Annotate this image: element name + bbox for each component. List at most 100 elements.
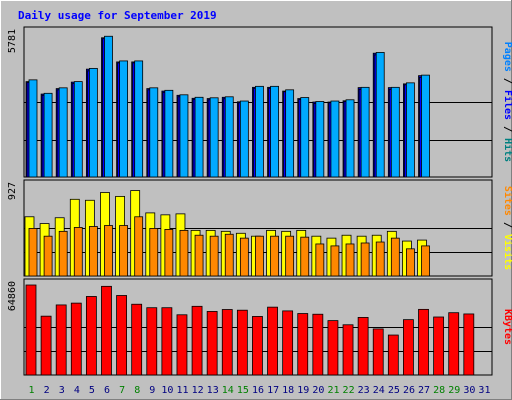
pages-bar — [73, 81, 83, 178]
sites-bar — [360, 242, 370, 277]
pages-bar — [239, 100, 249, 178]
sites-bar — [119, 225, 128, 277]
kbytes-bar — [101, 285, 112, 376]
pages-bar — [285, 89, 295, 178]
visits-max-label: 927 — [7, 182, 18, 200]
kbytes-bar — [146, 307, 158, 376]
sites-bar — [255, 235, 264, 277]
kbytes-bar — [312, 313, 324, 376]
x-tick-label: 22 — [343, 385, 355, 396]
legend-entry-kbytes: KBytes — [502, 309, 512, 345]
kbytes-bar — [176, 314, 188, 376]
x-tick-label: 13 — [207, 385, 219, 396]
hits-legend: Pages / Files / Hits — [502, 42, 512, 162]
kbytes-bar — [357, 317, 369, 376]
pages-bar — [43, 92, 53, 178]
legend-entry-files: Files — [502, 90, 512, 120]
kbytes-bar — [403, 319, 414, 376]
hits-max-label: 5781 — [7, 29, 18, 53]
visits-legend: Sites / Visits — [502, 186, 512, 270]
sites-bar — [300, 236, 310, 277]
x-tick-label: 9 — [149, 385, 155, 396]
kbytes-bar — [131, 303, 143, 376]
x-tick-label: 25 — [388, 385, 400, 396]
x-tick-label: 27 — [418, 385, 430, 396]
pages-bar — [164, 89, 174, 178]
x-tick-label: 1 — [29, 385, 35, 396]
x-tick-label: 20 — [312, 385, 324, 396]
x-tick-label: 28 — [433, 385, 445, 396]
x-tick-label: 17 — [267, 385, 279, 396]
kbytes-bar — [206, 311, 218, 376]
sites-bar — [194, 234, 204, 277]
kbytes-panel: 64860 KBytes — [7, 278, 512, 376]
pages-bar — [179, 94, 189, 178]
kbytes-bar — [40, 315, 52, 376]
kbytes-bar — [267, 306, 278, 376]
kbytes-bar — [116, 295, 127, 376]
x-tick-label: 30 — [463, 385, 475, 396]
x-tick-label: 18 — [282, 385, 294, 396]
sites-bar — [285, 235, 295, 277]
pages-bar — [209, 97, 219, 178]
x-tick-label: 29 — [448, 385, 460, 396]
x-tick-label: 23 — [358, 385, 370, 396]
pages-bar — [360, 86, 370, 178]
x-tick-label: 3 — [59, 385, 65, 396]
pages-bar — [421, 74, 430, 178]
visits-panel: 927 Sites / Visits — [7, 179, 512, 277]
x-tick-label: 15 — [237, 385, 249, 396]
sites-bar — [270, 235, 279, 277]
pages-bar — [194, 96, 204, 178]
sites-bar — [406, 248, 415, 277]
pages-bar — [406, 82, 415, 178]
pages-bar — [119, 60, 128, 178]
x-tick-label: 21 — [327, 385, 339, 396]
kbytes-bar — [85, 296, 97, 376]
sites-bar — [28, 228, 38, 277]
sites-bar — [315, 243, 325, 277]
sites-bar — [224, 233, 234, 277]
x-tick-label: 24 — [373, 385, 385, 396]
sites-bar — [134, 216, 144, 277]
kbytes-bar — [55, 304, 67, 376]
x-tick-label: 4 — [74, 385, 80, 396]
kbytes-bar — [418, 308, 429, 376]
kbytes-bar — [433, 316, 445, 376]
sites-bar — [73, 227, 83, 277]
pages-bar — [390, 86, 400, 178]
kbytes-bar — [70, 302, 82, 376]
x-tick-label: 12 — [192, 385, 204, 396]
pages-bar — [28, 79, 38, 178]
kbytes-bar — [221, 309, 233, 376]
sites-bar — [390, 237, 400, 277]
pages-bar — [224, 96, 234, 178]
pages-bar — [104, 35, 113, 178]
kbytes-bar — [297, 313, 309, 376]
x-tick-label: 26 — [403, 385, 415, 396]
kbytes-bar — [236, 309, 248, 376]
hits-panel: 5781 Pages / Files / Hits — [7, 26, 512, 178]
kbytes-bar — [282, 310, 294, 376]
legend-entry-sites: Sites — [502, 186, 512, 216]
kbytes-bar — [161, 307, 173, 376]
x-tick-label: 10 — [161, 385, 173, 396]
x-tick-label: 5 — [89, 385, 95, 396]
pages-bar — [270, 85, 279, 178]
kbytes-bar — [252, 316, 263, 376]
chart-title: Daily usage for September 2019 — [18, 9, 217, 22]
pages-bar — [330, 100, 340, 178]
kbytes-bar — [387, 334, 399, 376]
kbytes-bar — [372, 328, 384, 376]
sites-bar — [375, 241, 385, 277]
x-tick-label: 31 — [478, 385, 490, 396]
pages-bar — [255, 85, 264, 178]
pages-bar — [88, 67, 98, 178]
sites-bar — [104, 225, 113, 277]
kbytes-max-label: 64860 — [7, 281, 18, 311]
x-tick-label: 11 — [176, 385, 188, 396]
pages-bar — [134, 60, 144, 178]
sites-bar — [149, 228, 159, 277]
pages-bar — [315, 101, 325, 178]
